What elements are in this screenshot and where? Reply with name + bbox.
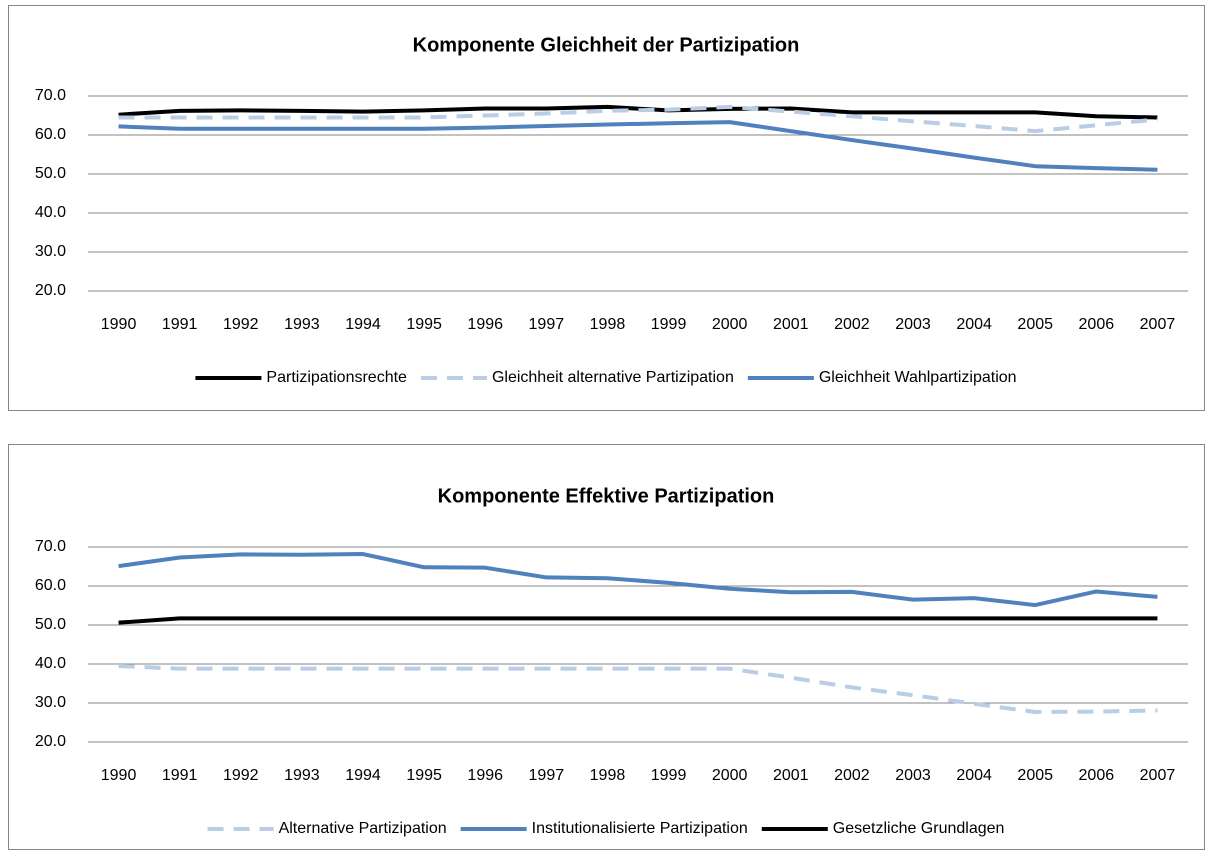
line-series: [118, 552, 1158, 608]
x-tick-label: 1998: [590, 316, 626, 333]
x-tick-label: 1997: [529, 767, 565, 784]
x-tick-label: 1999: [651, 767, 687, 784]
x-tick-label: 1990: [101, 767, 137, 784]
x-tick-label: 1995: [406, 767, 442, 784]
x-tick-label: 2004: [956, 316, 992, 333]
x-tick-label: 2003: [895, 767, 931, 784]
x-tick-label: 2007: [1140, 767, 1176, 784]
x-tick-label: 1991: [162, 316, 198, 333]
legend-label: Institutionalisierte Partizipation: [532, 820, 748, 837]
x-tick-label: 2001: [773, 316, 809, 333]
y-tick-label: 30.0: [35, 243, 66, 260]
x-tick-label: 2002: [834, 316, 870, 333]
x-tick-label: 1993: [284, 767, 320, 784]
chart-title: Komponente Effektive Partizipation: [438, 485, 775, 507]
x-tick-label: 2007: [1140, 316, 1176, 333]
x-tick-label: 2005: [1017, 767, 1053, 784]
y-tick-label: 50.0: [35, 165, 66, 182]
x-tick-label: 1990: [101, 316, 137, 333]
y-tick-label: 60.0: [35, 126, 66, 143]
x-tick-label: 1996: [467, 767, 503, 784]
x-tick-label: 1994: [345, 316, 381, 333]
x-tick-label: 1992: [223, 767, 259, 784]
line-series: [118, 616, 1158, 625]
x-tick-label: 2001: [773, 767, 809, 784]
x-tick-label: 2000: [712, 316, 748, 333]
y-tick-label: 20.0: [35, 733, 66, 750]
x-tick-label: 2004: [956, 767, 992, 784]
x-tick-label: 1996: [467, 316, 503, 333]
legend-label: Gesetzliche Grundlagen: [833, 820, 1005, 837]
legend-label: Alternative Partizipation: [279, 820, 447, 837]
x-tick-label: 1995: [406, 316, 442, 333]
line-series: [118, 104, 1158, 120]
legend-label: Partizipationsrechte: [266, 369, 407, 386]
x-tick-label: 1994: [345, 767, 381, 784]
chart-frame: [8, 5, 1205, 411]
x-tick-label: 1991: [162, 767, 198, 784]
line-series: [118, 120, 1158, 172]
chart-frame: [8, 444, 1205, 850]
y-tick-label: 40.0: [35, 655, 66, 672]
y-tick-label: 70.0: [35, 87, 66, 104]
x-tick-label: 2002: [834, 767, 870, 784]
x-tick-label: 2003: [895, 316, 931, 333]
y-tick-label: 30.0: [35, 694, 66, 711]
legend-label: Gleichheit Wahlpartizipation: [819, 369, 1017, 386]
x-tick-label: 2006: [1079, 316, 1115, 333]
x-tick-label: 2000: [712, 767, 748, 784]
y-tick-label: 20.0: [35, 282, 66, 299]
x-tick-label: 1999: [651, 316, 687, 333]
x-tick-label: 2005: [1017, 316, 1053, 333]
x-tick-label: 1997: [529, 316, 565, 333]
y-tick-label: 50.0: [35, 616, 66, 633]
y-tick-label: 70.0: [35, 538, 66, 555]
x-tick-label: 2006: [1079, 767, 1115, 784]
chart-title: Komponente Gleichheit der Partizipation: [413, 34, 800, 56]
legend-label: Gleichheit alternative Partizipation: [492, 369, 734, 386]
x-tick-label: 1998: [590, 767, 626, 784]
y-tick-label: 40.0: [35, 204, 66, 221]
y-tick-label: 60.0: [35, 577, 66, 594]
x-tick-label: 1992: [223, 316, 259, 333]
line-series: [118, 104, 1158, 134]
line-series: [118, 663, 1158, 714]
x-tick-label: 1993: [284, 316, 320, 333]
